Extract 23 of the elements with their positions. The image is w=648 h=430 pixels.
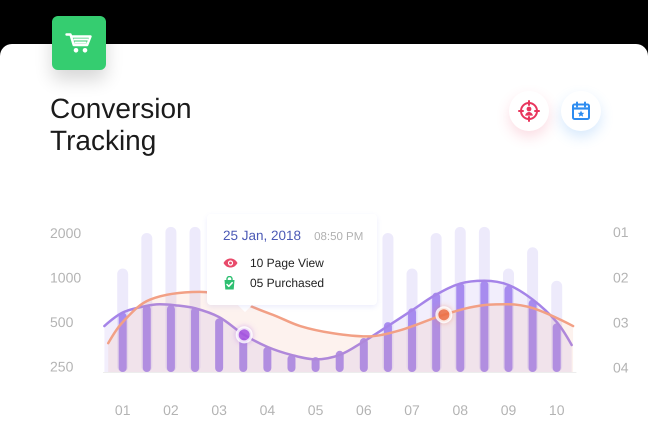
x-tick-label: 04	[260, 402, 276, 418]
y-tick-label: 500	[50, 314, 74, 330]
x-tick-label: 10	[548, 402, 565, 418]
annotation: 10 Page View	[250, 256, 324, 270]
x-tick-label: 08	[452, 402, 468, 418]
y2-tick-label: 02	[613, 269, 629, 286]
x-tick-label: 02	[163, 402, 179, 418]
annotation: 05 Purchased	[250, 276, 324, 290]
x-tick-label: 01	[114, 402, 131, 418]
y2-tick-label: 04	[613, 359, 629, 376]
y-tick-label: 1000	[50, 270, 82, 286]
chart-title: Conversion Tracking	[50, 93, 193, 157]
y2-tick-label: 03	[613, 314, 629, 330]
x-tick-label: 03	[211, 402, 228, 418]
annotation: 08:50 PM	[314, 231, 364, 243]
annotation: 25 Jan, 2018	[223, 228, 302, 243]
y-tick-label: 250	[50, 358, 74, 375]
y2-tick-label: 01	[613, 224, 629, 240]
x-tick-label: 06	[356, 402, 372, 418]
x-tick-label: 07	[404, 402, 420, 418]
y-tick-label: 2000	[50, 224, 82, 241]
x-tick-label: 09	[500, 402, 516, 418]
x-tick-label: 05	[308, 402, 324, 418]
